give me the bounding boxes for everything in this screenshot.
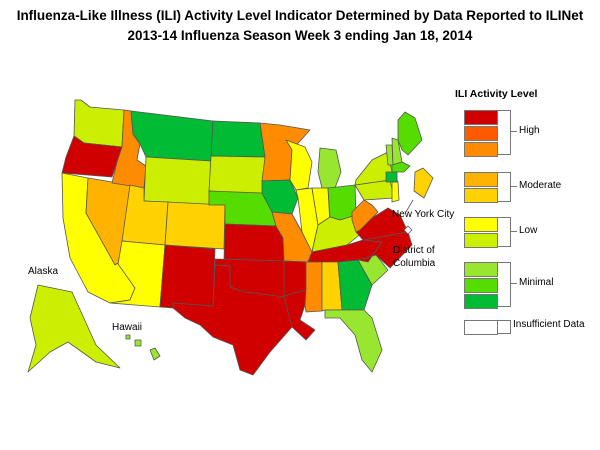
state-nm (159, 244, 216, 309)
label-hawaii: Hawaii (112, 322, 143, 333)
dc-marker (403, 225, 413, 235)
label-alaska: Alaska (28, 266, 59, 277)
state-ma (391, 161, 411, 173)
state-wy (143, 156, 212, 206)
legend-label-low: Low (519, 225, 538, 236)
legend-bracket-moderate (498, 172, 511, 202)
state-hi-1 (149, 347, 161, 361)
state-ms (304, 261, 323, 313)
state-me (397, 111, 423, 156)
legend-swatch-level-10 (464, 110, 498, 125)
map-subtitle: 2013-14 Influenza Season Week 3 ending J… (127, 28, 473, 43)
state-ks (223, 223, 285, 262)
label-district-of-columbia-1: District of (393, 245, 435, 256)
state-co (164, 201, 226, 250)
state-wa (73, 99, 125, 148)
legend-bracket-high (498, 110, 511, 155)
state-hi-2 (134, 339, 142, 347)
legend-tick-moderate (510, 186, 517, 187)
state-nc (357, 231, 413, 269)
legend-swatch-level-0 (464, 320, 498, 335)
legend-swatch-level-7 (464, 172, 498, 187)
label-district-of-columbia-2: Columbia (393, 258, 436, 269)
map-title: Influenza-Like Illness (ILI) Activity Le… (16, 8, 584, 23)
legend-swatch-level-9 (464, 126, 498, 141)
legend-swatch-level-8 (464, 142, 498, 157)
legend-bracket-minimal (498, 262, 511, 307)
state-ga (337, 259, 373, 311)
legend-label-minimal: Minimal (519, 277, 554, 288)
legend-title: ILI Activity Level (455, 88, 538, 100)
legend-tick-high (510, 131, 517, 132)
legend-bracket-low (498, 217, 511, 247)
nyc-inset (413, 167, 434, 199)
state-mi (317, 147, 342, 189)
state-ct (385, 171, 398, 183)
state-wv (351, 199, 379, 233)
state-mt (130, 110, 214, 162)
state-ky (311, 214, 364, 253)
legend-label-high: High (519, 125, 540, 136)
state-nj (391, 181, 400, 203)
legend-tick-minimal (510, 283, 517, 284)
state-hi-3 (125, 334, 131, 340)
state-tx (172, 264, 293, 376)
legend-label-insufficient: Insufficient Data (513, 319, 585, 330)
state-sd (208, 155, 268, 196)
legend-swatch-level-4 (464, 233, 498, 248)
state-or (61, 135, 123, 178)
legend-tick-low (510, 231, 517, 232)
legend-label-moderate: Moderate (519, 180, 562, 191)
state-ak (27, 284, 121, 373)
state-nd (210, 120, 266, 158)
nyc-leader-line (405, 199, 414, 213)
legend-swatch-level-6 (464, 188, 498, 203)
legend-swatch-level-2 (464, 278, 498, 293)
label-new-york-city: New York City (392, 209, 455, 220)
legend-swatch-level-5 (464, 217, 498, 232)
state-fl (324, 309, 383, 373)
legend-bracket-insufficient (498, 320, 511, 334)
legend-swatch-level-3 (464, 262, 498, 277)
legend-swatch-level-1 (464, 294, 498, 309)
